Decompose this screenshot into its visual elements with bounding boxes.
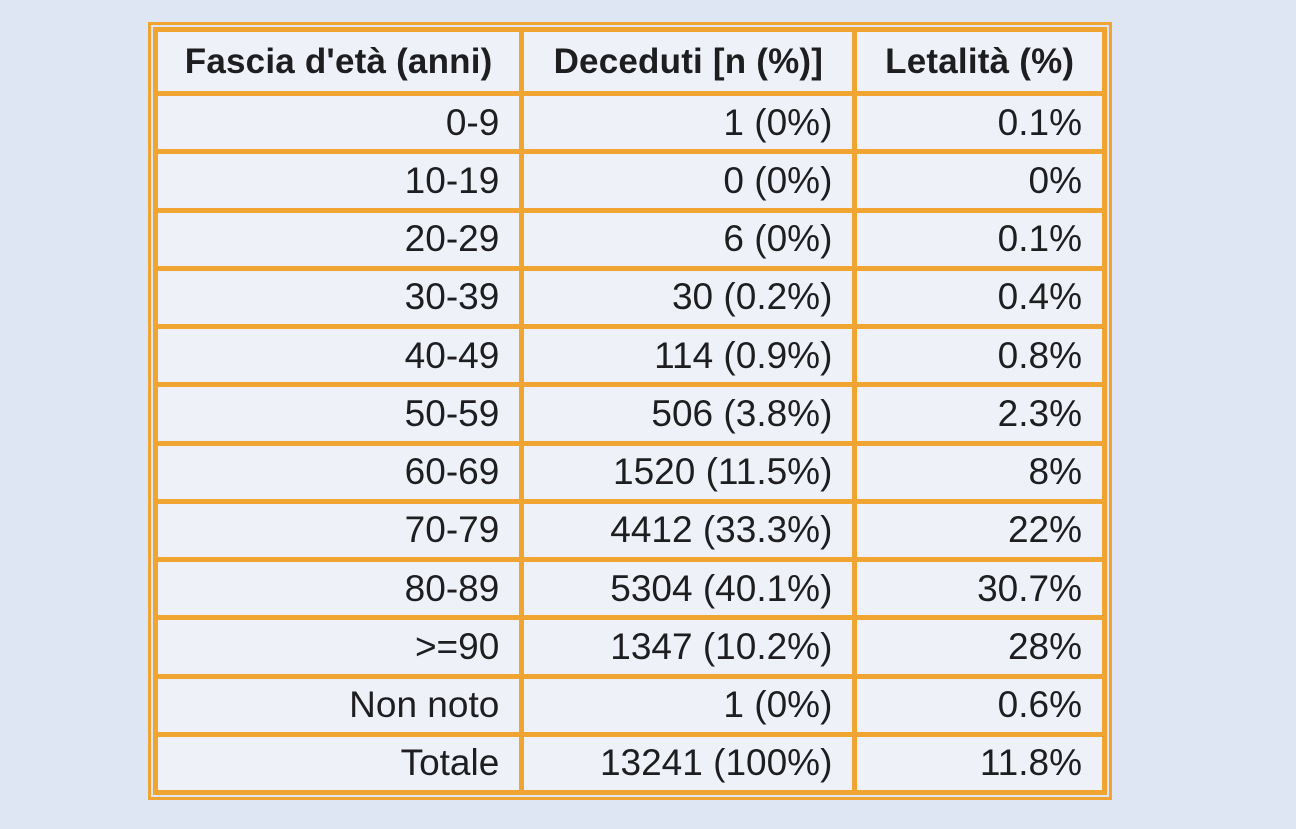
table-body: 0-9 1 (0%) 0.1% 10-19 0 (0%) 0% 20-29 6 (0%) 0.1… [152, 90, 1107, 796]
table-row: 70-79 4412 (33.3%) 22% [152, 498, 1107, 563]
col-header-lethality: Letalità (%) [852, 27, 1107, 96]
cell-lethality: 0.8% [852, 323, 1107, 388]
cell-age-range: 60-69 [152, 440, 525, 504]
cell-deaths: 1347 (10.2%) [519, 615, 858, 679]
table-row: Totale 13241 (100%) 11.8% [152, 731, 1107, 796]
cell-age-range: 80-89 [152, 556, 525, 621]
table-row: 30-39 30 (0.2%) 0.4% [152, 265, 1107, 330]
cell-lethality: 8% [852, 440, 1107, 504]
col-header-deaths: Deceduti [n (%)] [519, 27, 858, 96]
cell-lethality: 30.7% [852, 556, 1107, 621]
cell-lethality: 22% [852, 498, 1107, 563]
cell-age-range: 0-9 [152, 90, 525, 155]
cell-lethality: 28% [852, 615, 1107, 679]
table-row: 50-59 506 (3.8%) 2.3% [152, 382, 1107, 446]
cell-deaths: 4412 (33.3%) [519, 498, 858, 563]
cell-deaths: 114 (0.9%) [519, 323, 858, 388]
cell-lethality: 0.6% [852, 673, 1107, 737]
table-row: >=90 1347 (10.2%) 28% [152, 615, 1107, 679]
cell-lethality: 11.8% [852, 731, 1107, 796]
table-row: 10-19 0 (0%) 0% [152, 149, 1107, 213]
cell-age-range: 50-59 [152, 382, 525, 446]
cell-lethality: 0.4% [852, 265, 1107, 330]
cell-deaths: 1 (0%) [519, 673, 858, 737]
col-header-age-range: Fascia d'età (anni) [152, 27, 525, 96]
cell-deaths: 13241 (100%) [519, 731, 858, 796]
cell-deaths: 0 (0%) [519, 149, 858, 213]
cell-deaths: 6 (0%) [519, 207, 858, 271]
cell-lethality: 2.3% [852, 382, 1107, 446]
cell-deaths: 30 (0.2%) [519, 265, 858, 330]
table-row: 80-89 5304 (40.1%) 30.7% [152, 556, 1107, 621]
cell-age-range: Non noto [152, 673, 525, 737]
header-row: Fascia d'età (anni) Deceduti [n (%)] Let… [152, 27, 1107, 96]
cell-lethality: 0.1% [852, 207, 1107, 271]
cell-deaths: 5304 (40.1%) [519, 556, 858, 621]
cell-lethality: 0.1% [852, 90, 1107, 155]
mortality-by-age-table: Fascia d'età (anni) Deceduti [n (%)] Let… [152, 27, 1107, 796]
cell-age-range: 70-79 [152, 498, 525, 563]
cell-age-range: 30-39 [152, 265, 525, 330]
cell-age-range: 10-19 [152, 149, 525, 213]
cell-deaths: 506 (3.8%) [519, 382, 858, 446]
cell-age-range: >=90 [152, 615, 525, 679]
cell-age-range: Totale [152, 731, 525, 796]
table-row: 20-29 6 (0%) 0.1% [152, 207, 1107, 271]
mortality-table-frame: Fascia d'età (anni) Deceduti [n (%)] Let… [148, 22, 1112, 800]
cell-lethality: 0% [852, 149, 1107, 213]
table-row: 40-49 114 (0.9%) 0.8% [152, 323, 1107, 388]
table-row: 60-69 1520 (11.5%) 8% [152, 440, 1107, 504]
cell-deaths: 1520 (11.5%) [519, 440, 858, 504]
table-row: 0-9 1 (0%) 0.1% [152, 90, 1107, 155]
cell-deaths: 1 (0%) [519, 90, 858, 155]
cell-age-range: 20-29 [152, 207, 525, 271]
table-row: Non noto 1 (0%) 0.6% [152, 673, 1107, 737]
cell-age-range: 40-49 [152, 323, 525, 388]
